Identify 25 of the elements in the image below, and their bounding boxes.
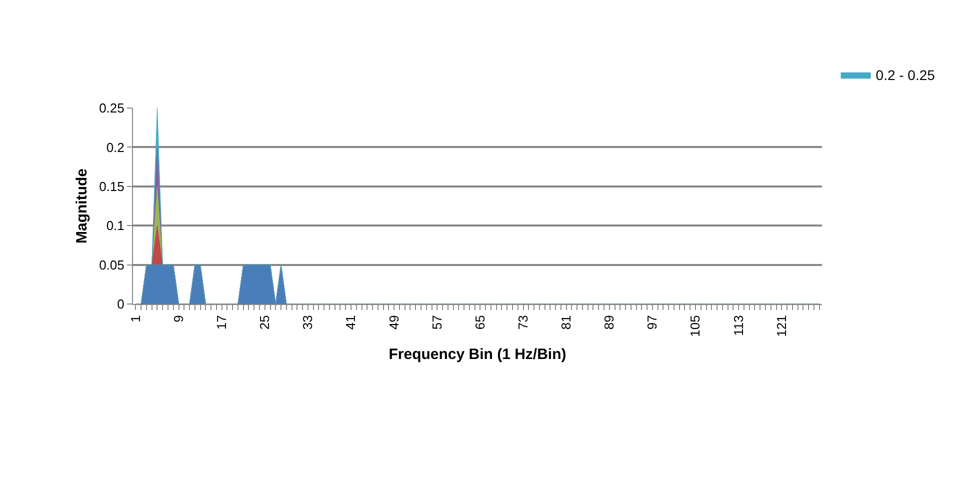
x-tick-label: 1 xyxy=(128,315,143,322)
x-axis-title: Frequency Bin (1 Hz/Bin) xyxy=(388,346,566,363)
x-tick-label: 105 xyxy=(688,315,703,337)
x-tick-label: 97 xyxy=(644,315,660,330)
y-axis-title: Magnitude xyxy=(73,168,90,244)
x-tick-label: 89 xyxy=(602,315,617,330)
y-tick-label: 0 xyxy=(117,296,124,312)
y-tick-label: 0.25 xyxy=(99,100,124,116)
y-tick-label: 0.1 xyxy=(106,218,124,234)
x-tick-label: 57 xyxy=(429,315,444,330)
y-tick-label: 0.15 xyxy=(99,178,124,194)
x-tick-label: 49 xyxy=(386,315,402,330)
x-tick-label: 9 xyxy=(170,315,186,322)
x-tick-label: 113 xyxy=(730,315,746,336)
x-tick-label: 81 xyxy=(558,315,574,330)
x-tick-label: 73 xyxy=(515,315,530,330)
x-tick-label: 65 xyxy=(472,315,488,330)
x-tick-label: 121 xyxy=(774,315,789,337)
x-tick-label: 25 xyxy=(257,315,272,330)
legend-label: 0.2 - 0.25 xyxy=(876,67,936,84)
y-tick-label: 0.05 xyxy=(99,257,124,272)
x-tick-label: 17 xyxy=(214,315,230,330)
x-tick-label: 41 xyxy=(343,315,358,330)
x-tick-label: 33 xyxy=(300,315,316,330)
y-tick-label: 0.2 xyxy=(106,140,124,155)
